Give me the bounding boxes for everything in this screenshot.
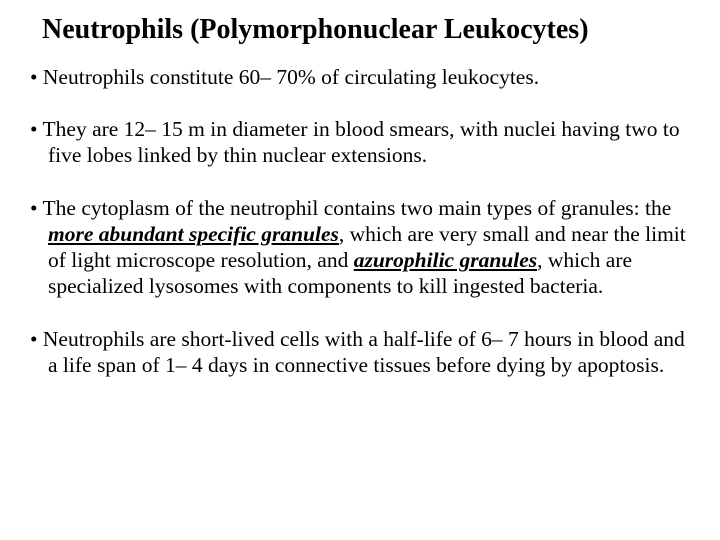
emph-text: more abundant specific granules <box>48 222 339 246</box>
slide: Neutrophils (Polymorphonuclear Leukocyte… <box>0 0 720 540</box>
bullet-item: Neutrophils are short-lived cells with a… <box>30 326 690 378</box>
bullet-text: Neutrophils constitute 60– 70% of circul… <box>43 65 539 89</box>
bullet-item: They are 12– 15 m in diameter in blood s… <box>30 116 690 168</box>
bullet-item: Neutrophils constitute 60– 70% of circul… <box>30 64 690 90</box>
bullet-text: The cytoplasm of the neutrophil contains… <box>43 196 672 220</box>
bullet-text: They are 12– 15 m in diameter in blood s… <box>43 117 680 167</box>
bullet-item: The cytoplasm of the neutrophil contains… <box>30 195 690 300</box>
emph-text: azurophilic granules <box>354 248 537 272</box>
bullet-text: Neutrophils are short-lived cells with a… <box>43 327 685 377</box>
slide-title: Neutrophils (Polymorphonuclear Leukocyte… <box>42 14 690 46</box>
bullet-list: Neutrophils constitute 60– 70% of circul… <box>30 64 690 378</box>
